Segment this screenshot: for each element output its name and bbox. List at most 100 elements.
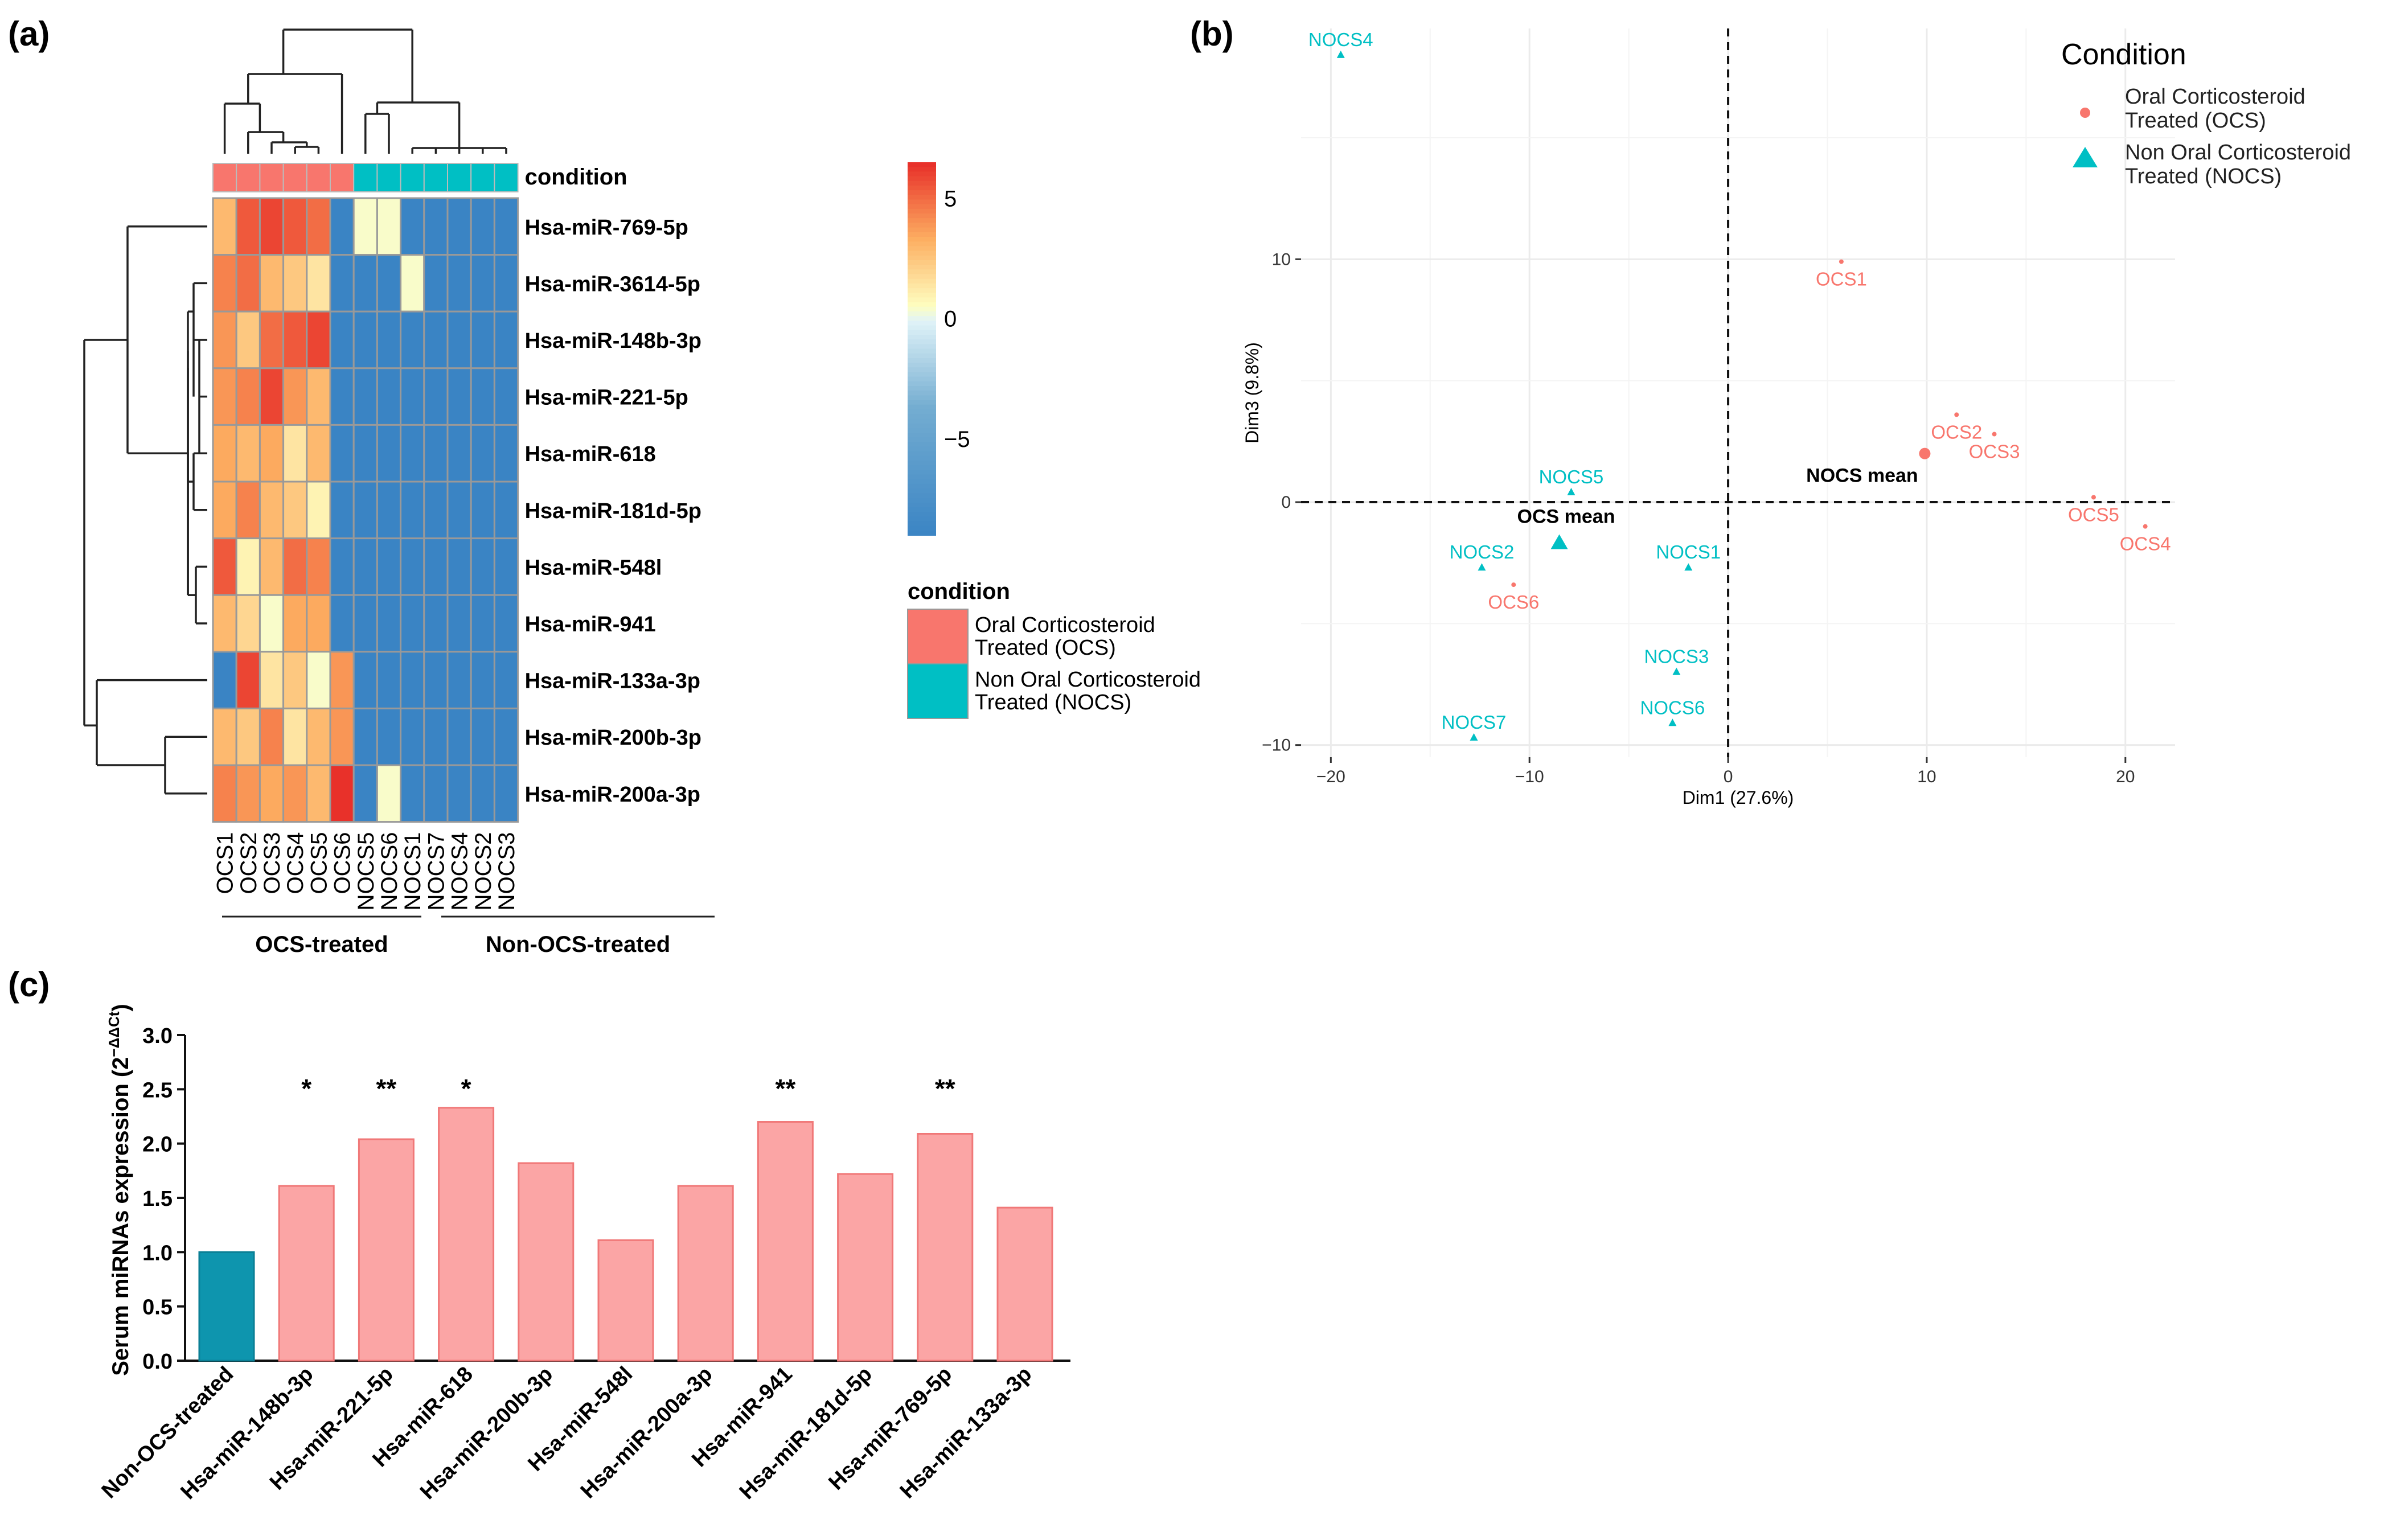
heatmap-cell [493, 254, 519, 313]
point-label: OCS6 [1488, 592, 1539, 613]
colorbar-segment [908, 293, 936, 298]
heatmap-cell [423, 594, 449, 653]
legend-swatch [907, 663, 969, 719]
heatmap-cell [329, 310, 355, 369]
heatmap-cell [400, 594, 425, 653]
column-label: NOCS4 [448, 832, 473, 911]
heatmap-cell [446, 481, 472, 540]
heatmap-cell [423, 764, 449, 823]
ocs-point [2143, 524, 2148, 529]
heatmap-cell [470, 764, 495, 823]
heatmap-cell [493, 651, 519, 709]
group-label: OCS-treated [255, 932, 388, 957]
heatmap-cell [235, 707, 261, 766]
heatmap-cell [306, 254, 331, 313]
x-tick-label: −10 [1515, 767, 1544, 786]
y-axis-label-main: Serum miRNAs expression (2 [108, 1057, 133, 1376]
heatmap-cell [306, 764, 331, 823]
colorbar-segment [908, 204, 936, 210]
mirna-bar [438, 1107, 495, 1362]
heatmap-cell [352, 764, 378, 823]
heatmap-cell [493, 367, 519, 426]
heatmap-cell [212, 707, 237, 766]
heatmap-cell [306, 481, 331, 540]
heatmap-cell [352, 367, 378, 426]
heatmap-cell [212, 481, 237, 540]
ocs-point [1839, 259, 1844, 264]
colorbar-segment [908, 283, 936, 289]
row-label: Hsa-miR-200a-3p [525, 783, 700, 807]
colorbar-segment [908, 461, 936, 466]
colorbar-segment [908, 330, 936, 335]
mirna-bar [757, 1121, 814, 1362]
heatmap-cell [282, 310, 308, 369]
heatmap-cell [282, 537, 308, 596]
heatmap-cell [259, 537, 285, 596]
colorbar-segment [908, 246, 936, 252]
heatmap-cell [352, 197, 378, 256]
colorbar-segment [908, 237, 936, 243]
column-label: OCS6 [330, 832, 355, 894]
colorbar-segment [908, 442, 936, 447]
row-label: Hsa-miR-133a-3p [525, 670, 700, 693]
point-label: OCS1 [1816, 269, 1867, 290]
y-tick-label: 3.0 [142, 1024, 173, 1048]
heatmap-cell [329, 651, 355, 709]
legend-text: Non Oral Corticosteroid [2125, 141, 2351, 165]
heatmap-cell [329, 537, 355, 596]
heatmap-cell [400, 707, 425, 766]
heatmap-cell [470, 367, 495, 426]
y-axis-label-superscript: −ΔΔCt [105, 1011, 122, 1057]
heatmap-cell [376, 594, 402, 653]
annotation-cell [447, 163, 472, 192]
heatmap-cell [493, 707, 519, 766]
y-tick-label: 2.5 [142, 1078, 173, 1102]
mirna-bar [677, 1185, 734, 1362]
ocs-point [1954, 412, 1959, 417]
colorbar-segment [908, 400, 936, 405]
heatmap-cell [470, 310, 495, 369]
heatmap-cell [259, 651, 285, 709]
ocs-point [1511, 582, 1516, 588]
heatmap-cell [376, 367, 402, 426]
point-label: OCS5 [2068, 504, 2119, 525]
heatmap-cell [400, 424, 425, 483]
row-label: Hsa-miR-200b-3p [525, 726, 701, 750]
nocs-point [1668, 718, 1677, 726]
heatmap-cell [259, 764, 285, 823]
annotation-cell [470, 163, 495, 192]
heatmap-cell [352, 594, 378, 653]
colorbar-segment [908, 167, 936, 173]
heatmap-cell [493, 537, 519, 596]
colorbar-segment [908, 269, 936, 275]
colorbar-segment [908, 288, 936, 294]
colorbar-segment [908, 493, 936, 499]
heatmap-cell [470, 254, 495, 313]
category-label: Hsa-miR-200b-3p [416, 1362, 557, 1504]
colorbar-segment [908, 391, 936, 396]
y-tick-label: 0.5 [142, 1296, 173, 1320]
colorbar-segment [908, 348, 936, 354]
colorbar-segment [908, 414, 936, 420]
colorbar-segment [908, 465, 936, 471]
nocs-point [1672, 667, 1681, 675]
annotation-cell [236, 163, 261, 192]
heatmap-cell [212, 424, 237, 483]
colorbar-segment [908, 521, 936, 527]
colorbar-segment [908, 195, 936, 200]
heatmap-cell [329, 707, 355, 766]
point-label: NOCS7 [1442, 712, 1507, 733]
nocs-point [1684, 563, 1693, 571]
heatmap-cell [282, 197, 308, 256]
point-label: NOCS6 [1640, 697, 1705, 718]
colorbar-segment [908, 502, 936, 508]
annotation-label: condition [525, 165, 627, 190]
colorbar-segment [908, 451, 936, 457]
colorbar-segment [908, 488, 936, 494]
x-tick-label: 0 [1724, 767, 1733, 786]
colorbar-segment [908, 455, 936, 461]
heatmap-cell [376, 764, 402, 823]
legend-ocs-marker [2080, 108, 2090, 118]
heatmap-cell [212, 594, 237, 653]
